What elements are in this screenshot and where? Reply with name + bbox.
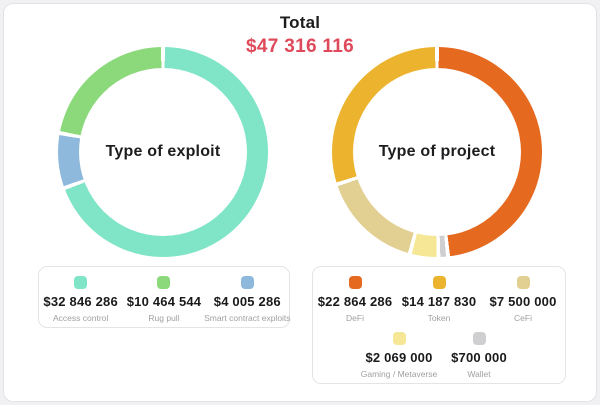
legend-swatch-icon [348,276,362,289]
legend-swatch-icon [516,276,530,289]
legend-swatch-icon [157,276,171,289]
header: Total $47 316 116 [0,13,600,58]
legend-card-type-of-exploit: $32 846 286 Access control $10 464 544 Rug … [38,266,291,328]
legend-row: $32 846 286 Access control $10 464 544 Rug … [39,267,291,323]
legend-label: Token [427,313,451,323]
chart-title-type-of-project: Type of project [378,143,496,160]
legend-label: Rug pull [148,313,180,323]
legend-swatch-icon [432,276,446,289]
legend-item-cefi: $7 500 000 CeFi [483,276,563,323]
legend-label: Wallet [467,369,491,379]
legend-item-access-control: $32 846 286 Access control [41,276,121,323]
legend-item-gaming-metaverse: $2 069 000 Gaming / Metaverse [359,332,439,379]
legend-item-rug-pull: $10 464 544 Rug pull [124,276,204,323]
legend-label: Smart contract exploits [204,313,291,323]
donut-hole: Type of project [353,68,521,236]
donut-hole: Type of exploit [79,68,247,236]
legend-value: $32 846 286 [43,294,118,309]
donut-chart-type-of-project[interactable]: Type of project [332,47,542,257]
legend-value: $700 000 [451,350,507,365]
legend-swatch-icon [240,276,254,289]
legend-label: Gaming / Metaverse [360,369,438,379]
legend-item-defi: $22 864 286 DeFi [315,276,395,323]
legend-label: DeFi [346,313,364,323]
total-value: $47 316 116 [246,36,354,57]
legend-item-smart-contract-exploits: $4 005 286 Smart contract exploits [204,276,291,323]
donut-chart-type-of-exploit[interactable]: Type of exploit [58,47,268,257]
legend-value: $22 864 286 [317,294,393,309]
legend-value: $10 464 544 [126,294,202,309]
legend-value: $2 069 000 [365,350,433,365]
legend-swatch-icon [392,332,406,345]
legend-item-token: $14 187 830 Token [399,276,479,323]
legend-value: $14 187 830 [401,294,477,309]
legend-label: Access control [53,313,109,323]
legend-swatch-icon [472,332,486,345]
legend-value: $4 005 286 [213,294,281,309]
legend-row: $2 069 000 Gaming / Metaverse $700 000 Wall… [313,323,565,379]
legend-row: $22 864 286 DeFi $14 187 830 Token $7 500 00… [313,267,565,323]
total-label: Total [279,13,321,32]
chart-title-type-of-exploit: Type of exploit [105,143,221,160]
legend-value: $7 500 000 [489,294,557,309]
legend-label: CeFi [514,313,532,323]
legend-card-type-of-project: $22 864 286 DeFi $14 187 830 Token $7 500 00… [312,266,566,384]
legend-swatch-icon [74,276,88,289]
legend-item-wallet: $700 000 Wallet [439,332,519,379]
